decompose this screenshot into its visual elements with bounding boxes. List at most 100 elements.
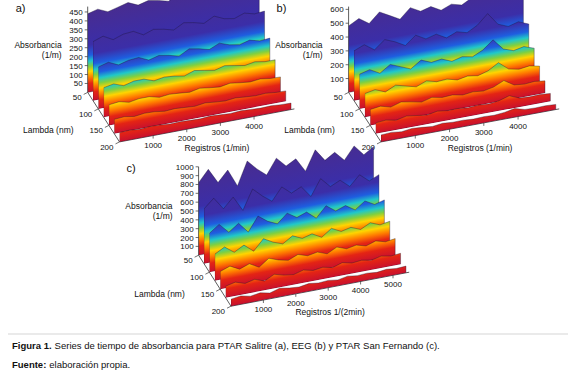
- surface-area: [120, 100, 292, 142]
- z-tick: [196, 166, 199, 167]
- y-tick: [377, 142, 381, 144]
- caption: Figura 1.Series de tiempo de absorbancia…: [12, 340, 440, 351]
- x-tick-label: 1000: [255, 305, 273, 314]
- z-axis-label: Absorbancia(1/m): [275, 40, 323, 60]
- z-tick-label: 900: [180, 172, 194, 181]
- z-tick-label: 100: [180, 242, 194, 251]
- y-tick-label: 200: [100, 143, 114, 152]
- y-tick: [366, 125, 370, 127]
- x-tick: [483, 123, 484, 126]
- y-tick: [227, 306, 231, 308]
- surface: [349, 0, 556, 142]
- z-tick: [85, 38, 88, 39]
- y-tick: [195, 255, 199, 257]
- x-tick-label: 5000: [384, 280, 402, 289]
- caption-label: Figura 1.: [12, 340, 52, 351]
- surface: [88, 0, 291, 142]
- x-tick: [186, 129, 187, 132]
- z-tick-label: 500: [330, 19, 344, 28]
- y-tick: [216, 289, 220, 291]
- z-axis-label: Absorbancia(1/m): [14, 40, 62, 60]
- z-tick: [196, 246, 199, 247]
- z-tick-label: 200: [69, 53, 83, 62]
- label-line: Absorbancia: [125, 201, 173, 211]
- z-tick: [346, 50, 349, 51]
- rule: [8, 334, 568, 335]
- z-tick: [346, 9, 349, 10]
- label-line: (1/m): [153, 211, 173, 221]
- y-axis-label: Lambda (nm): [23, 125, 74, 135]
- y-tick-label: 150: [201, 290, 215, 299]
- background: [0, 0, 576, 376]
- y-axis-label: Lambda (nm): [134, 289, 185, 299]
- x-tick-label: 3000: [319, 293, 337, 302]
- y-tick: [345, 92, 349, 94]
- z-tick-label: 500: [180, 207, 194, 216]
- surface-area: [381, 101, 556, 142]
- x-tick: [153, 136, 154, 139]
- z-tick-label: 100: [69, 71, 83, 80]
- surface: [199, 137, 406, 306]
- surface-area: [231, 264, 406, 306]
- x-tick-label: 2000: [441, 134, 459, 143]
- z-tick: [85, 20, 88, 21]
- label-line: Absorbancia: [275, 40, 323, 50]
- z-tick: [85, 74, 88, 75]
- z-tick-label: 600: [180, 198, 194, 207]
- y-tick-label: 100: [79, 110, 93, 119]
- y-tick: [355, 109, 359, 111]
- y-tick: [94, 109, 98, 111]
- y-tick: [116, 142, 120, 144]
- source: Fuente:elaboración propia.: [12, 359, 130, 370]
- z-tick: [196, 228, 199, 229]
- surface-row: [120, 100, 292, 142]
- y-tick-label: 150: [90, 126, 104, 135]
- y-tick-label: 100: [340, 110, 354, 119]
- panel-title: b): [277, 2, 287, 14]
- panel-title: a): [16, 2, 26, 14]
- panel-title: c): [127, 162, 136, 174]
- x-tick-label: 3000: [475, 128, 493, 137]
- surface-row: [381, 101, 556, 142]
- z-tick: [85, 56, 88, 57]
- y-axis-label: Lambda (nm): [284, 125, 335, 135]
- z-tick-label: 150: [69, 62, 83, 71]
- z-tick: [346, 78, 349, 79]
- y-tick-label: 50: [334, 93, 343, 102]
- panel: c)1002003004005006007008009001000Absorba…: [125, 137, 409, 317]
- y-tick-label: 150: [351, 126, 365, 135]
- x-tick: [328, 288, 329, 291]
- z-tick-label: 400: [180, 216, 194, 225]
- z-tick-label: 300: [69, 35, 83, 44]
- y-tick-label: 200: [212, 307, 226, 316]
- source-label: Fuente:: [12, 359, 46, 370]
- z-tick-label: 200: [330, 61, 344, 70]
- panel: b)100200300400500600Absorbancia(1/m)5010…: [275, 0, 559, 153]
- z-tick-label: 200: [180, 234, 194, 243]
- y-tick-label: 100: [190, 273, 204, 282]
- x-axis-label: Registros (1/min): [448, 143, 513, 153]
- surface-row: [231, 264, 406, 306]
- z-tick-label: 800: [180, 180, 194, 189]
- y-tick: [105, 125, 109, 127]
- z-tick-label: 250: [69, 44, 83, 53]
- y-tick-label: 50: [73, 93, 82, 102]
- label-line: (1/m): [303, 50, 323, 60]
- z-tick: [346, 64, 349, 65]
- z-tick-label: 700: [180, 189, 194, 198]
- label-line: Absorbancia: [14, 40, 62, 50]
- z-tick: [346, 23, 349, 24]
- z-tick-label: 400: [69, 17, 83, 26]
- x-tick: [254, 117, 255, 120]
- z-tick: [85, 47, 88, 48]
- x-tick-label: 1000: [406, 141, 424, 150]
- x-tick: [360, 281, 361, 284]
- x-tick-label: 3000: [212, 128, 230, 137]
- z-tick-label: 350: [69, 26, 83, 35]
- y-tick: [84, 92, 88, 94]
- caption-text: Series de tiempo de absorbancia para PTA…: [55, 340, 440, 351]
- x-tick-label: 1000: [144, 141, 162, 150]
- source-text: elaboración propia.: [49, 359, 130, 370]
- z-tick: [196, 237, 199, 238]
- z-axis-label: Absorbancia(1/m): [125, 201, 173, 221]
